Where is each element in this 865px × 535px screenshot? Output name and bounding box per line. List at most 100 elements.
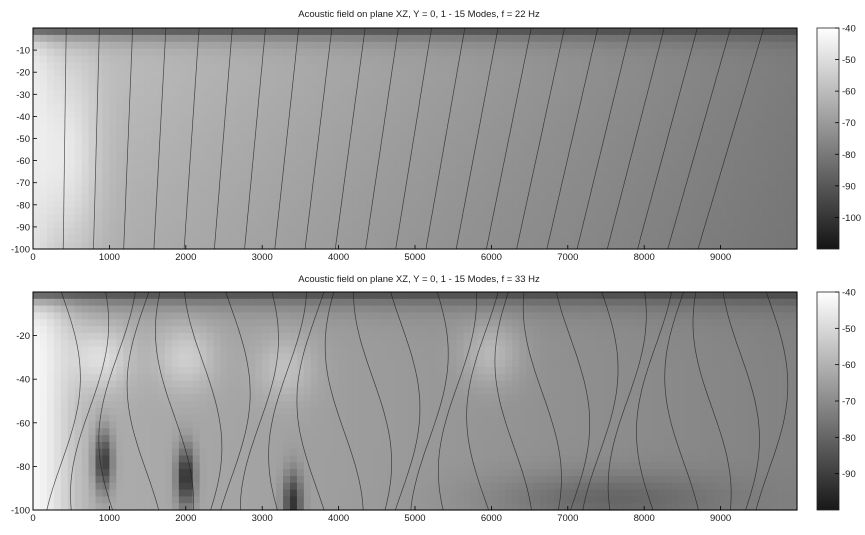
field-cell [366,76,374,84]
field-cell [679,152,687,160]
field-cell [700,187,708,195]
field-cell [484,35,492,43]
field-cell [603,180,611,188]
field-cell [776,228,784,236]
field-cell [741,118,749,126]
field-cell [359,83,367,91]
field-cell [116,292,124,299]
field-cell [623,242,631,250]
field-cell [526,235,534,243]
field-cell [151,347,159,354]
field-cell [54,442,62,449]
field-cell [116,90,124,98]
field-cell [366,152,374,160]
field-cell [200,292,208,299]
field-cell [415,125,423,133]
field-cell [40,306,48,313]
field-cell [186,83,194,91]
field-cell [33,367,41,374]
field-cell [366,221,374,229]
field-cell [339,180,347,188]
field-cell [269,111,277,119]
field-cell [89,56,97,64]
field-cell [144,428,152,435]
field-cell [679,118,687,126]
field-cell [359,166,367,174]
field-cell [339,56,347,64]
field-cell [679,104,687,112]
field-cell [172,456,180,463]
field-cell [741,228,749,236]
field-cell [387,221,395,229]
field-cell [255,353,263,360]
field-cell [325,235,333,243]
field-cell [304,312,312,319]
field-cell [144,242,152,250]
field-cell [248,173,256,181]
field-cell [644,235,652,243]
field-cell [165,312,173,319]
field-cell [33,242,41,250]
field-cell [116,449,124,456]
field-cell [380,187,388,195]
field-cell [464,194,472,202]
field-cell [436,76,444,84]
field-cell [387,132,395,140]
field-cell [672,201,680,209]
field-cell [575,90,583,98]
field-cell [776,42,784,50]
field-cell [68,401,76,408]
field-cell [227,166,235,174]
field-cell [47,97,55,105]
field-cell [82,394,90,401]
field-cell [429,180,437,188]
field-cell [464,235,472,243]
field-cell [769,194,777,202]
field-cell [116,208,124,216]
field-cell [221,469,229,476]
field-cell [575,187,583,195]
field-cell [651,90,659,98]
field-cell [311,97,319,105]
field-cell [89,381,97,388]
field-cell [436,214,444,222]
field-cell [582,35,590,43]
field-cell [311,49,319,57]
field-cell [734,173,742,181]
field-cell [582,56,590,64]
field-cell [568,180,576,188]
field-cell [241,333,249,340]
field-cell [186,442,194,449]
field-cell [311,201,319,209]
field-cell [165,90,173,98]
field-cell [707,145,715,153]
field-cell [151,435,159,442]
field-cell [728,56,736,64]
field-cell [651,35,659,43]
field-cell [89,367,97,374]
field-cell [762,35,770,43]
field-cell [144,319,152,326]
field-cell [193,118,201,126]
field-cell [186,469,194,476]
field-cell [255,312,263,319]
field-cell [158,63,166,71]
field-cell [269,333,277,340]
field-cell [158,435,166,442]
field-cell [75,187,83,195]
field-cell [714,166,722,174]
field-cell [707,132,715,140]
field-cell [318,408,326,415]
field-cell [47,292,55,299]
field-cell [89,235,97,243]
field-cell [700,56,708,64]
field-cell [61,387,69,394]
field-cell [630,180,638,188]
field-cell [318,340,326,347]
field-cell [596,118,604,126]
field-cell [582,194,590,202]
field-cell [40,442,48,449]
field-cell [102,90,110,98]
field-cell [644,69,652,77]
field-cell [75,435,83,442]
